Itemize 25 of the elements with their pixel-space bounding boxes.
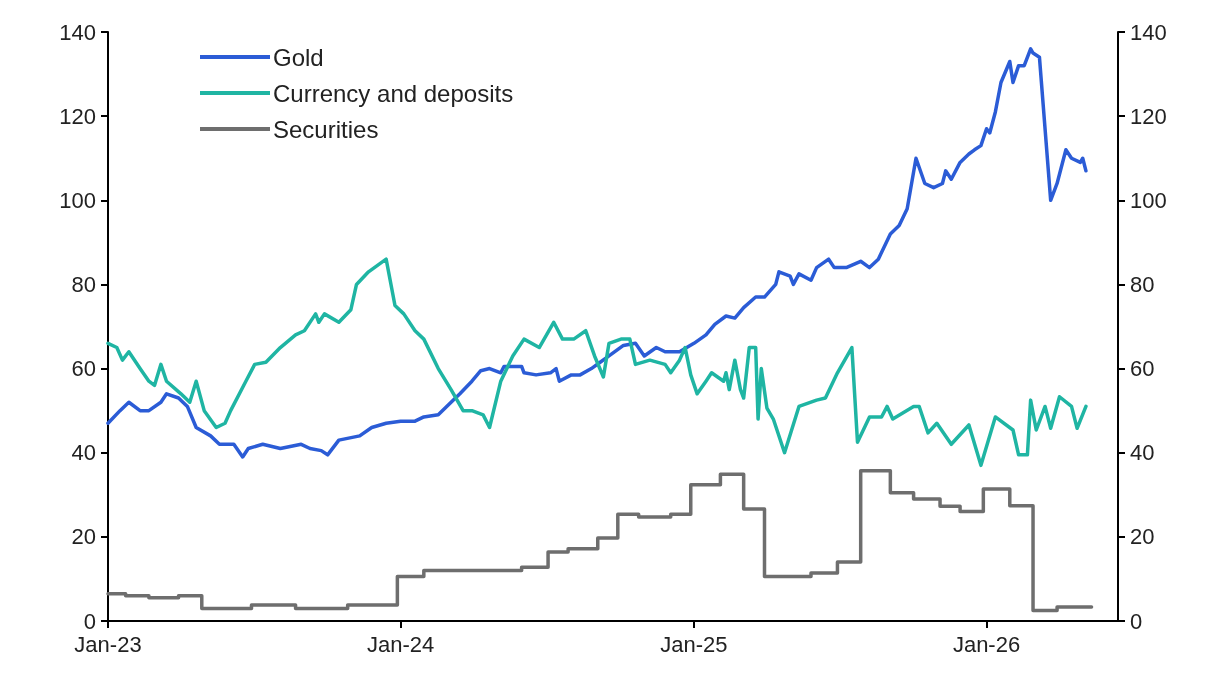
y2-tick-label: 60: [1130, 356, 1155, 382]
y2-tick-label: 0: [1130, 608, 1143, 634]
y2-tick-label: 140: [1130, 19, 1167, 45]
x-tick-label: Jan-26: [952, 631, 1021, 657]
y-tick-label: 100: [59, 187, 96, 213]
line-series: [106, 47, 1088, 459]
y-tick-label: 20: [71, 524, 96, 550]
y-tick-label: 40: [71, 440, 96, 466]
y-tick-label: 60: [71, 356, 96, 382]
x-tick-label: Jan-23: [74, 631, 142, 657]
legend-label: Currency and deposits: [273, 79, 514, 107]
y-tick-label: 0: [83, 608, 96, 634]
line-series: [106, 257, 1088, 468]
y-tick-label: 80: [71, 271, 96, 297]
legend-label: Securities: [273, 115, 379, 143]
y2-tick-label: 80: [1130, 271, 1155, 297]
x-tick-label: Jan-24: [366, 631, 435, 657]
y2-tick-label: 20: [1130, 524, 1155, 550]
y2-tick-label: 100: [1130, 187, 1167, 213]
legend-label: Gold: [273, 43, 324, 71]
x-tick-label: Jan-25: [660, 631, 728, 657]
y2-tick-label: 120: [1130, 103, 1167, 129]
y-tick-label: 140: [59, 19, 96, 45]
y2-tick-label: 40: [1130, 440, 1155, 466]
y-tick-label: 120: [59, 103, 96, 129]
